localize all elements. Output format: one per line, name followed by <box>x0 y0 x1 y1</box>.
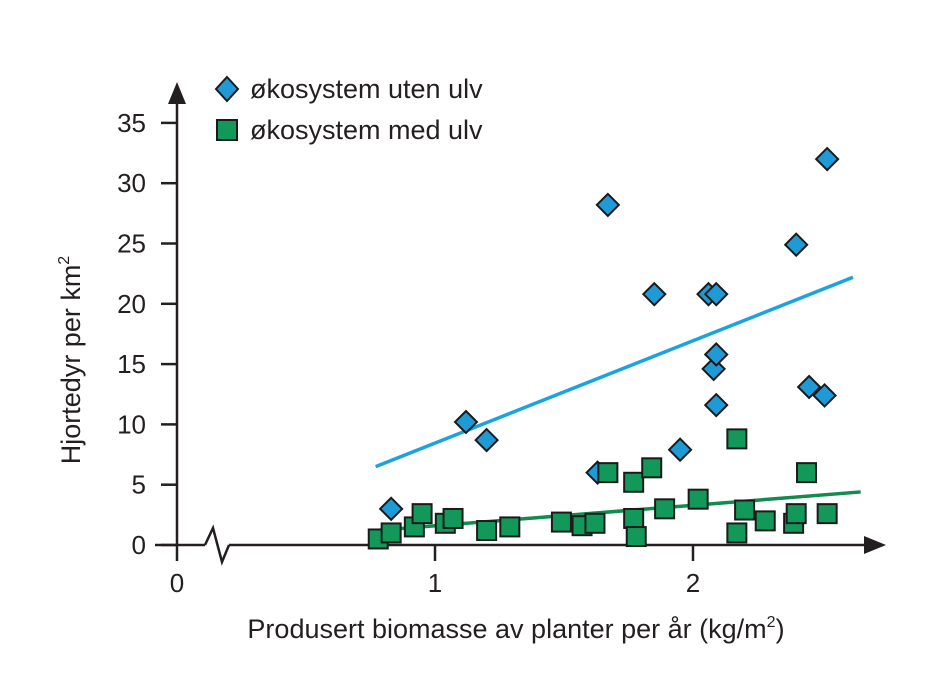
data-point-med-ulv <box>654 498 676 520</box>
y-tick-label: 25 <box>117 229 146 259</box>
legend-label-uten-ulv: økosystem uten ulv <box>250 74 483 104</box>
data-point-uten-ulv <box>796 374 822 400</box>
data-point-med-ulv <box>687 488 709 510</box>
data-point-med-ulv <box>380 522 402 544</box>
data-point-uten-ulv <box>783 232 809 258</box>
y-tick-label: 0 <box>132 530 146 560</box>
trend-lines <box>375 275 861 533</box>
data-point-uten-ulv <box>814 146 840 172</box>
y-tick-label: 5 <box>132 470 146 500</box>
x-tick-label: 0 <box>170 568 184 598</box>
y-ticks: 0 5 10 15 20 25 30 35 <box>117 108 177 560</box>
y-axis-label-main: Hjortedyr per km <box>56 265 86 465</box>
y-tick-label: 30 <box>117 168 146 198</box>
data-point-med-ulv <box>584 512 606 534</box>
data-point-med-ulv <box>785 503 807 525</box>
data-point-med-ulv <box>442 507 464 529</box>
data-point-med-ulv <box>726 522 748 544</box>
data-point-uten-ulv <box>703 392 729 418</box>
x-ticks: 0123 <box>170 545 700 598</box>
x-tick-label: 2 <box>686 568 700 598</box>
data-point-uten-ulv <box>378 496 404 522</box>
data-point-med-ulv <box>623 471 645 493</box>
axes <box>155 82 886 566</box>
data-point-med-ulv <box>550 511 572 533</box>
legend-diamond-marker <box>214 75 240 103</box>
data-point-uten-ulv <box>703 342 729 367</box>
legend-square-marker <box>216 119 238 141</box>
data-point-med-ulv <box>726 428 748 450</box>
y-axis-label-sup: 2 <box>56 256 73 265</box>
data-point-uten-ulv <box>812 383 837 408</box>
x-tick-label: 1 <box>428 568 442 598</box>
x-axis-label: Produsert biomasse av planter per år (kg… <box>247 614 784 644</box>
y-axis-arrow <box>168 82 186 104</box>
x-axis-label-main: Produsert biomasse av planter per år (kg… <box>247 614 766 644</box>
trend-line-uten-ulv <box>375 275 854 469</box>
data-point-uten-ulv <box>667 437 693 463</box>
data-point-med-ulv <box>734 499 756 521</box>
y-tick-label: 10 <box>117 409 146 439</box>
y-tick-label: 20 <box>117 289 146 319</box>
data-point-med-ulv <box>623 507 645 529</box>
data-point-med-ulv <box>476 520 498 542</box>
data-point-med-ulv <box>499 516 521 538</box>
data-point-med-ulv <box>411 503 433 525</box>
legend: økosystem uten ulv økosystem med ulv <box>214 74 483 145</box>
data-point-med-ulv <box>625 526 647 548</box>
y-tick-label: 35 <box>117 108 146 138</box>
legend-item-uten-ulv: økosystem uten ulv <box>214 74 483 104</box>
y-tick-label: 15 <box>117 349 146 379</box>
x-axis-arrow <box>864 536 886 554</box>
data-point-uten-ulv <box>474 427 500 453</box>
data-point-med-ulv <box>796 462 818 484</box>
y-axis-label: Hjortedyr per km2 <box>56 256 86 465</box>
x-axis-label-sup: 2 <box>767 614 776 631</box>
data-point-med-ulv <box>641 457 663 479</box>
x-axis-break <box>203 524 231 566</box>
legend-label-med-ulv: økosystem med ulv <box>250 115 483 145</box>
data-point-uten-ulv <box>595 192 621 218</box>
data-point-med-ulv <box>597 462 619 484</box>
data-point-uten-ulv <box>453 409 479 435</box>
x-axis-label-end: ) <box>776 614 785 644</box>
data-point-uten-ulv <box>703 281 729 307</box>
data-point-uten-ulv <box>641 281 667 307</box>
series-med-ulv <box>367 428 838 550</box>
legend-item-med-ulv: økosystem med ulv <box>216 115 483 145</box>
data-point-med-ulv <box>816 503 838 525</box>
data-point-med-ulv <box>754 510 776 532</box>
